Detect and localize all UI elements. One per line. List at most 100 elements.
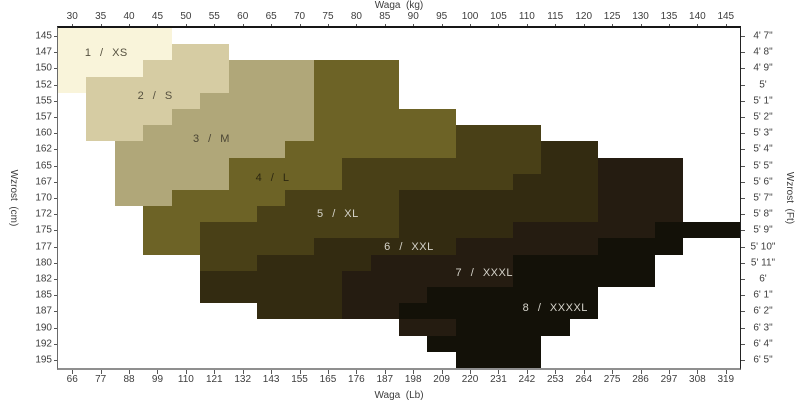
size-region-cell-5 (285, 190, 399, 206)
ft-tick-mark (741, 198, 745, 199)
size-region-cell-3 (115, 158, 229, 174)
size-region-cell-7 (456, 238, 598, 255)
kg-tick-label: 35 (95, 11, 107, 22)
size-region-cell-1 (58, 28, 172, 44)
cm-tick-mark (54, 133, 58, 135)
ft-tick-mark (741, 343, 745, 345)
size-region-cell-1 (58, 44, 172, 60)
size-region-label-5: 5 / XL (317, 208, 359, 221)
cm-tick-label: 180 (35, 257, 52, 269)
lb-tick-mark (725, 370, 727, 374)
cm-tick-label: 182 (35, 273, 52, 285)
kg-tick-label: 120 (575, 11, 593, 22)
cm-tick-mark (54, 36, 58, 38)
ft-tick-label: 5' 5" (753, 160, 773, 172)
size-region-cell-4 (314, 93, 399, 109)
ft-tick-mark (741, 278, 745, 280)
size-region-cell-1 (58, 60, 143, 77)
cm-tick-label: 172 (35, 208, 52, 220)
size-region-cell-2 (86, 93, 200, 109)
cm-tick-label: 195 (35, 354, 52, 366)
size-region-label-7: 7 / XXXL (455, 267, 513, 280)
lb-tick-mark (299, 370, 301, 374)
kg-tick-label: 45 (151, 11, 164, 22)
cm-tick-mark (54, 343, 58, 345)
size-region-cell-1 (58, 77, 86, 93)
cm-tick-label: 175 (35, 224, 52, 236)
ft-tick-mark (741, 36, 745, 38)
size-region-cell-7 (598, 206, 683, 222)
lb-tick-mark (697, 370, 699, 374)
lb-tick-mark (72, 370, 74, 374)
lb-tick-mark (498, 370, 500, 374)
size-region-cell-2 (172, 44, 229, 60)
lb-tick-mark (470, 370, 472, 374)
size-region-cell-2 (86, 109, 172, 125)
size-region-cell-6 (257, 303, 342, 319)
size-region-cell-3 (115, 174, 229, 190)
lb-tick-label: 176 (348, 374, 365, 385)
ft-tick-label: 5' 3" (753, 127, 773, 139)
cm-tick-mark (54, 327, 58, 329)
cm-tick-mark (54, 311, 58, 313)
size-region-cell-5 (456, 125, 541, 141)
size-region-label-6: 6 / XXL (384, 241, 434, 254)
cm-tick-mark (54, 198, 58, 199)
kg-tick-label: 80 (350, 11, 362, 22)
lb-tick-label: 198 (404, 374, 422, 385)
lb-tick-label: 88 (123, 374, 135, 385)
cm-tick-mark (54, 295, 58, 297)
ft-tick-label: 6' 1" (753, 289, 773, 301)
size-region-cell-3 (115, 141, 285, 158)
cm-tick-label: 185 (35, 289, 52, 301)
right-axis-title: Wzrost (Ft) (784, 171, 795, 225)
ft-tick-label: 5' (759, 79, 767, 91)
size-region-cell-2 (86, 77, 229, 93)
lb-tick-mark (583, 370, 585, 374)
cm-tick-mark (54, 84, 58, 86)
lb-tick-mark (612, 370, 614, 374)
ft-tick-mark (741, 359, 745, 361)
lb-tick-mark (526, 370, 528, 374)
size-region-cell-6 (513, 174, 598, 190)
ft-tick-mark (741, 327, 745, 329)
size-region-cell-4 (229, 174, 342, 190)
cm-tick-label: 150 (35, 62, 52, 74)
size-region-cell-8 (598, 238, 683, 255)
kg-tick-label: 85 (379, 11, 391, 22)
lb-tick-label: 264 (575, 374, 593, 385)
size-region-cell-7 (598, 174, 683, 190)
lb-tick-label: 143 (262, 374, 280, 385)
ft-tick-label: 5' 11" (750, 257, 776, 269)
ft-tick-mark (741, 149, 745, 151)
cm-tick-mark (54, 165, 58, 167)
cm-tick-mark (54, 68, 58, 70)
ft-tick-mark (741, 311, 745, 313)
size-region-cell-7 (342, 303, 399, 319)
kg-tick-label: 145 (717, 11, 735, 22)
kg-tick-label: 90 (407, 11, 419, 22)
size-region-cell-4 (285, 141, 456, 158)
size-region-cell-4 (314, 60, 399, 77)
cm-tick-label: 187 (35, 305, 52, 317)
size-region-cell-3 (200, 93, 314, 109)
size-region-cell-6 (200, 287, 342, 303)
lb-tick-label: 253 (546, 374, 564, 385)
ft-tick-label: 6' (759, 273, 767, 285)
cm-tick-label: 152 (35, 79, 52, 91)
kg-tick-label: 130 (632, 11, 649, 22)
cm-tick-label: 192 (35, 338, 52, 350)
size-region-cell-5 (200, 222, 399, 238)
kg-tick-label: 40 (123, 11, 135, 22)
size-region-label-3: 3 / M (192, 132, 230, 145)
size-region-cell-8 (456, 352, 541, 368)
kg-tick-label: 115 (547, 11, 564, 22)
lb-tick-mark (555, 370, 557, 374)
cm-tick-label: 190 (35, 322, 52, 334)
kg-tick-label: 95 (436, 11, 448, 22)
size-region-label-8: 8 / XXXXL (522, 302, 588, 315)
ft-tick-mark (741, 100, 745, 102)
ft-tick-mark (741, 165, 745, 167)
cm-tick-label: 147 (35, 46, 52, 58)
kg-tick-label: 75 (322, 11, 334, 22)
